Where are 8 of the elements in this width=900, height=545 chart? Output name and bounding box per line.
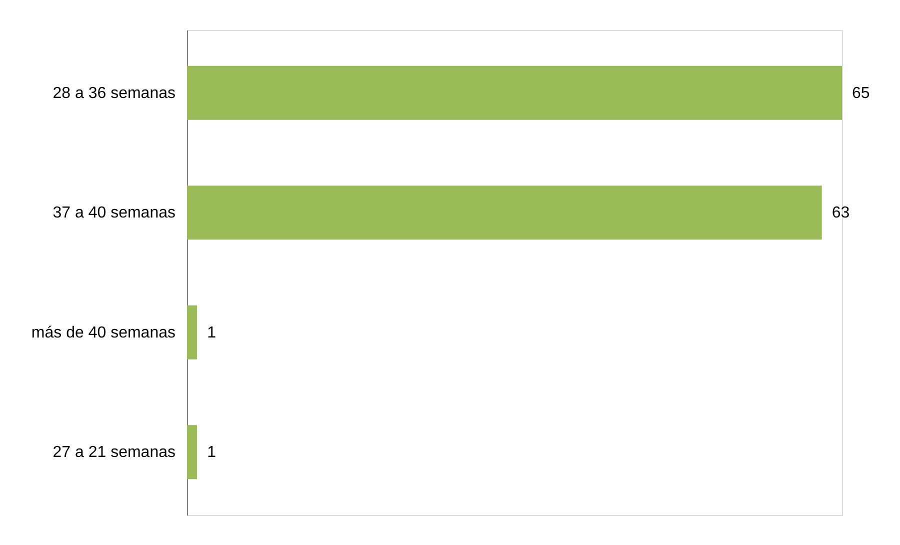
y-tick-label: más de 40 semanas (31, 324, 176, 342)
y-tick-label: 37 a 40 semanas (52, 204, 176, 222)
data-label: 65 (852, 84, 870, 102)
data-label: 63 (832, 204, 850, 222)
data-label: 1 (207, 324, 216, 342)
y-tick-label: 28 a 36 semanas (52, 84, 176, 102)
data-label: 1 (207, 444, 216, 462)
y-tick-label: 27 a 21 semanas (52, 444, 176, 462)
